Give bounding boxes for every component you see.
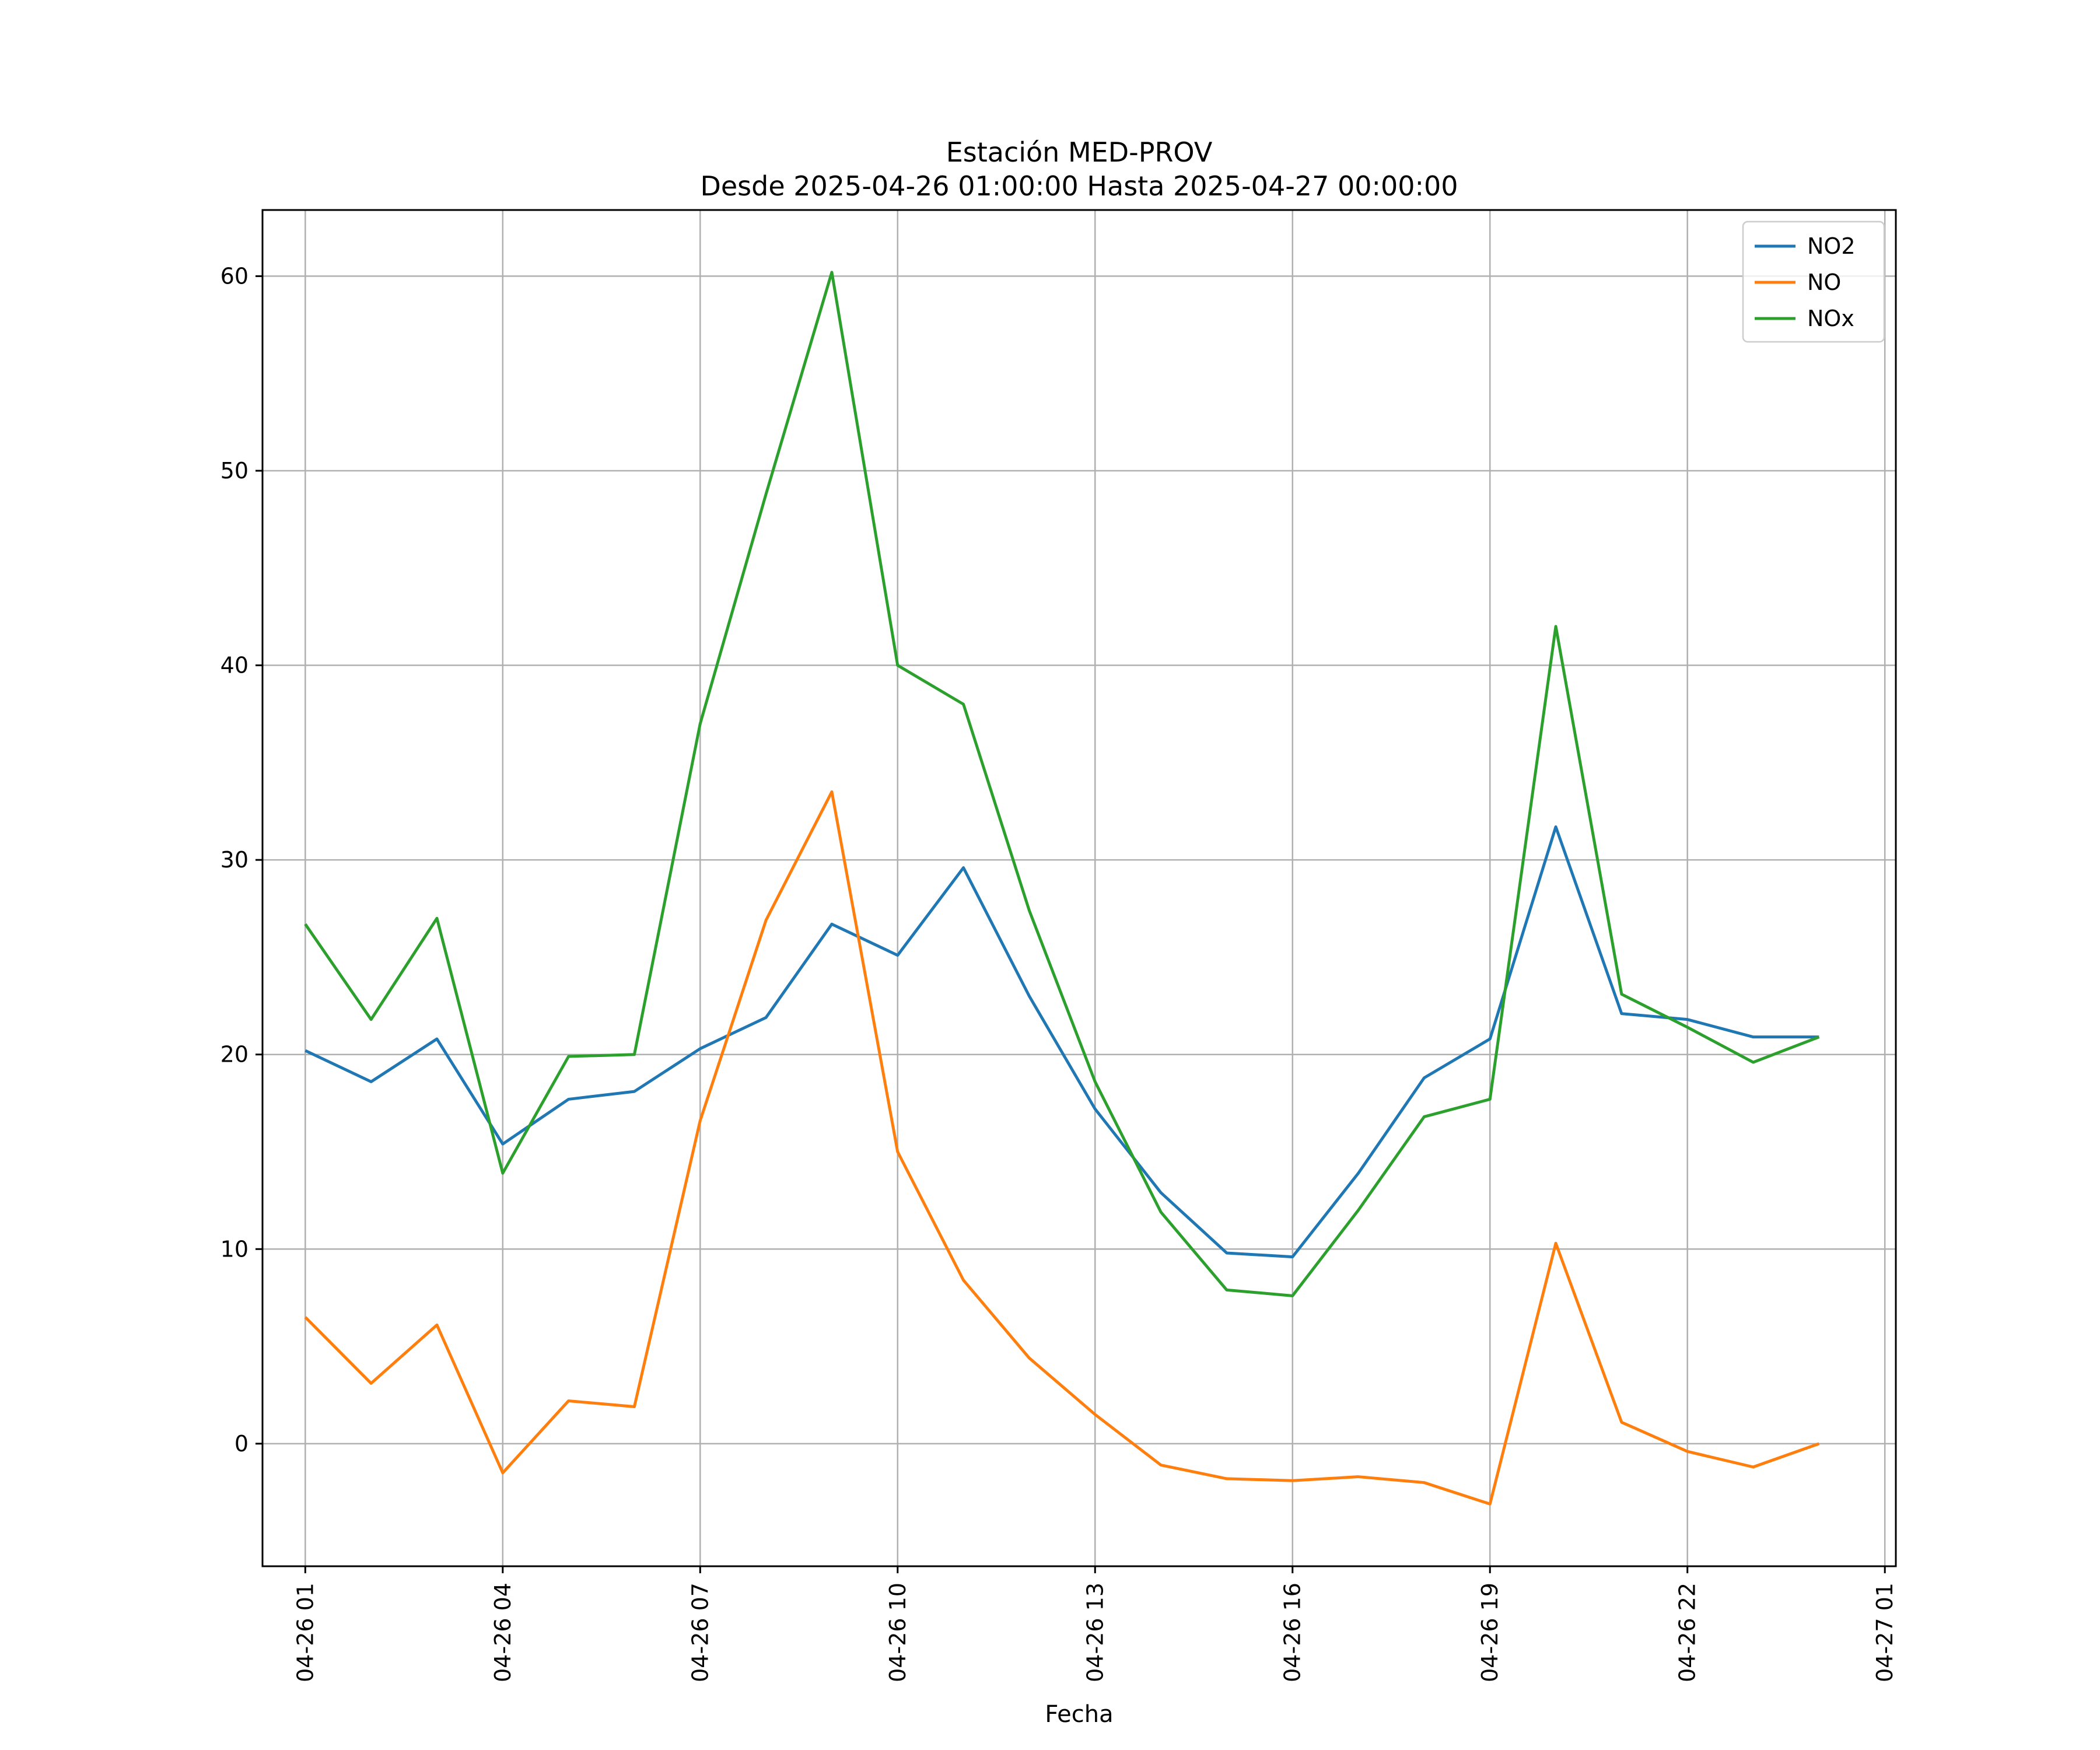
x-axis: 04-26 01 04-26 04 04-26 07 04-26 10 04-26 13… — [292, 1566, 1898, 1682]
y-tick-label: 30 — [220, 847, 249, 873]
series-line-no — [304, 790, 1820, 1506]
legend-label: NO2 — [1807, 233, 1856, 259]
x-tick-label: 04-26 13 — [1082, 1583, 1108, 1682]
legend-label: NO — [1807, 270, 1841, 295]
series-lines — [304, 271, 1820, 1506]
chart-subtitle: Desde 2025-04-26 01:00:00 Hasta 2025-04-… — [700, 170, 1458, 202]
x-tick-label: 04-26 10 — [885, 1583, 911, 1682]
x-axis-label: Fecha — [1045, 1701, 1113, 1728]
y-tick-label: 20 — [220, 1042, 249, 1068]
x-tick-label: 04-26 16 — [1280, 1583, 1306, 1682]
y-tick-label: 60 — [220, 263, 249, 289]
legend: NO2 NO NOx — [1742, 220, 1885, 343]
grid-lines — [262, 210, 1896, 1566]
x-tick-label: 04-26 19 — [1477, 1583, 1503, 1682]
x-tick-label: 04-26 04 — [490, 1583, 516, 1682]
x-tick-label: 04-26 22 — [1675, 1583, 1700, 1682]
series-line-no2 — [304, 825, 1819, 1259]
legend-box — [1742, 220, 1885, 343]
y-tick-label: 0 — [235, 1431, 249, 1457]
x-tick-label: 04-26 01 — [292, 1583, 318, 1682]
y-tick-label: 40 — [220, 653, 249, 678]
y-tick-label: 50 — [220, 458, 249, 484]
legend-label: NOx — [1807, 306, 1854, 331]
x-tick-label: 04-26 07 — [687, 1583, 713, 1682]
series-line-nox — [304, 271, 1820, 1297]
plot-frame — [261, 209, 1897, 1567]
chart-title: Estación MED-PROV — [946, 136, 1213, 168]
y-tick-label: 10 — [220, 1236, 249, 1262]
y-axis: 0 10 20 30 40 50 60 — [220, 263, 262, 1457]
x-tick-label: 04-27 01 — [1872, 1583, 1898, 1682]
